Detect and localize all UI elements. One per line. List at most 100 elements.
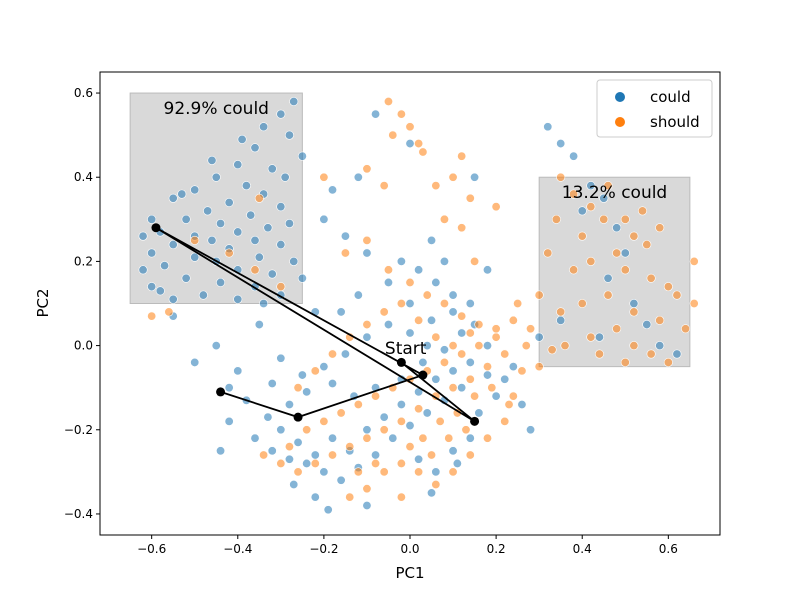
data-point-should <box>491 332 501 342</box>
data-point-could <box>319 467 329 477</box>
data-point-should <box>620 214 630 224</box>
data-point-should <box>310 366 320 376</box>
legend-marker-should <box>615 117 625 127</box>
data-point-could <box>263 223 273 233</box>
data-point-should <box>293 467 303 477</box>
trajectory-marker <box>396 357 406 367</box>
data-point-could <box>396 400 406 410</box>
data-point-could <box>263 412 273 422</box>
data-point-should <box>655 223 665 233</box>
data-point-could <box>289 256 299 266</box>
legend-label-should: should <box>650 113 700 131</box>
data-point-should <box>362 433 372 443</box>
highlight-region <box>538 176 691 368</box>
data-point-could <box>405 298 415 308</box>
data-point-could <box>465 433 475 443</box>
data-point-could <box>418 357 428 367</box>
data-point-could <box>289 479 299 489</box>
data-point-could <box>224 197 234 207</box>
data-point-could <box>431 374 441 384</box>
data-point-should <box>383 265 393 275</box>
data-point-could <box>414 454 424 464</box>
data-point-should <box>508 391 518 401</box>
data-point-could <box>297 151 307 161</box>
data-point-should <box>396 109 406 119</box>
data-point-should <box>396 416 406 426</box>
data-point-could <box>379 412 389 422</box>
data-point-could <box>310 492 320 502</box>
data-point-could <box>160 261 170 271</box>
data-point-should <box>534 362 544 372</box>
data-point-could <box>569 151 579 161</box>
data-point-should <box>431 332 441 342</box>
data-point-could <box>448 446 458 456</box>
y-tick-label: 0.4 <box>74 170 93 184</box>
data-point-could <box>414 265 424 275</box>
data-point-should <box>646 349 656 359</box>
legend: could should <box>596 79 713 138</box>
data-point-should <box>340 248 350 258</box>
data-point-should <box>418 147 428 157</box>
data-point-should <box>302 425 312 435</box>
data-point-could <box>284 130 294 140</box>
data-point-could <box>353 172 363 182</box>
data-point-should <box>465 374 475 384</box>
data-point-could <box>259 122 269 132</box>
data-point-should <box>586 332 596 342</box>
data-point-could <box>254 252 264 262</box>
data-point-should <box>396 492 406 502</box>
data-point-could <box>250 143 260 153</box>
data-point-could <box>362 248 372 258</box>
data-point-could <box>310 450 320 460</box>
data-point-could <box>327 378 337 388</box>
data-point-should <box>586 256 596 266</box>
data-point-should <box>319 172 329 182</box>
data-point-could <box>491 391 501 401</box>
data-point-should <box>336 408 346 418</box>
data-point-could <box>612 223 622 233</box>
data-point-could <box>319 362 329 372</box>
data-point-should <box>414 139 424 149</box>
data-point-should <box>444 433 454 443</box>
data-point-should <box>551 214 561 224</box>
data-point-could <box>431 277 441 287</box>
data-point-should <box>414 315 424 325</box>
data-point-should <box>500 349 510 359</box>
data-point-could <box>190 252 200 262</box>
data-point-should <box>448 467 458 477</box>
data-point-could <box>327 185 337 195</box>
data-point-could <box>198 290 208 300</box>
data-point-should <box>327 349 337 359</box>
trajectory-marker <box>293 412 303 422</box>
data-point-should <box>383 96 393 106</box>
trajectory-marker <box>151 223 161 233</box>
data-point-could <box>427 315 437 325</box>
data-point-could <box>427 488 437 498</box>
data-point-should <box>371 458 381 468</box>
data-point-should <box>556 172 566 182</box>
data-point-could <box>586 181 596 191</box>
region-label: 13.2% could <box>562 183 667 203</box>
data-point-could <box>216 446 226 456</box>
data-point-could <box>465 298 475 308</box>
data-point-should <box>190 235 200 245</box>
data-point-should <box>362 320 372 330</box>
data-point-could <box>362 332 372 342</box>
data-point-could <box>340 231 350 241</box>
data-point-should <box>448 383 458 393</box>
data-point-should <box>388 130 398 140</box>
data-point-could <box>284 400 294 410</box>
y-axis: −0.4 −0.2 0.0 0.2 0.4 0.6 <box>64 86 100 521</box>
trajectory-line <box>155 226 476 423</box>
data-point-should <box>482 362 492 372</box>
data-point-could <box>672 349 682 359</box>
data-point-could <box>168 240 178 250</box>
x-tick-label: −0.2 <box>309 542 338 556</box>
data-point-should <box>224 248 234 258</box>
data-point-could <box>405 139 415 149</box>
x-tick-label: 0.4 <box>573 542 592 556</box>
data-point-should <box>642 240 652 250</box>
data-point-could <box>465 357 475 367</box>
data-point-should <box>620 357 630 367</box>
highlight-regions <box>129 92 691 368</box>
